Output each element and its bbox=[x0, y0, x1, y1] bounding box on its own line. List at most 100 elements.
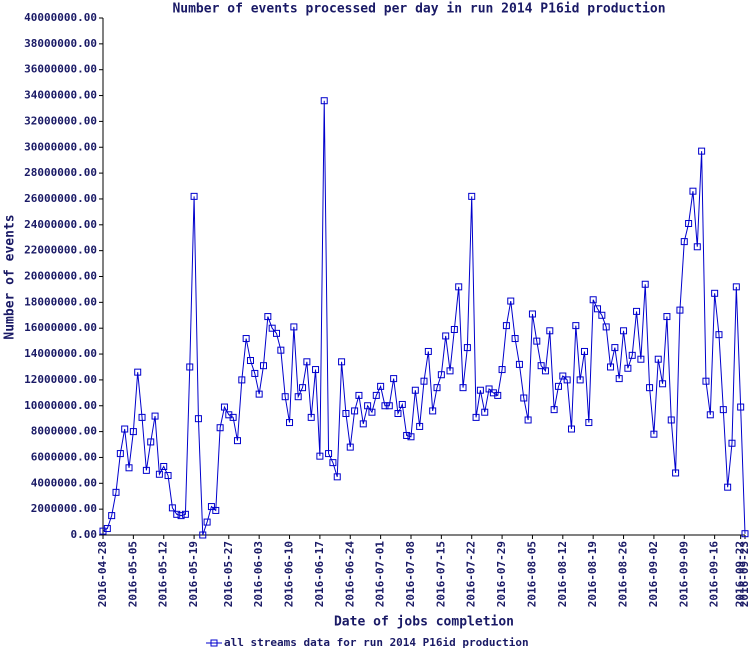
point-marker bbox=[463, 344, 471, 352]
point-marker bbox=[507, 297, 515, 305]
point-marker bbox=[359, 420, 367, 428]
x-tick-label: 2016-06-24 bbox=[343, 541, 356, 608]
point-marker bbox=[724, 483, 732, 491]
y-tick-label: 4000000.00 bbox=[31, 476, 97, 489]
point-marker bbox=[342, 410, 350, 418]
point-marker bbox=[333, 473, 341, 481]
point-marker bbox=[672, 469, 680, 477]
point-marker bbox=[138, 413, 146, 421]
point-marker bbox=[312, 366, 320, 374]
point-marker bbox=[307, 413, 315, 421]
point-marker bbox=[711, 289, 719, 297]
point-marker bbox=[719, 406, 727, 414]
point-marker bbox=[515, 360, 523, 368]
point-marker bbox=[715, 331, 723, 339]
point-marker bbox=[229, 413, 237, 421]
point-marker bbox=[420, 377, 428, 385]
point-marker bbox=[533, 337, 541, 345]
point-marker bbox=[702, 377, 710, 385]
point-marker bbox=[142, 466, 150, 474]
point-marker bbox=[264, 313, 272, 321]
x-tick-label: 2016-07-08 bbox=[404, 541, 417, 607]
x-tick-label: 2016-07-29 bbox=[495, 541, 508, 607]
point-marker bbox=[663, 313, 671, 321]
point-marker bbox=[181, 510, 189, 518]
y-tick-label: 26000000.00 bbox=[24, 192, 97, 205]
y-axis-label: Number of events bbox=[3, 214, 18, 339]
point-marker bbox=[494, 391, 502, 399]
point-marker bbox=[125, 464, 133, 472]
y-tick-label: 30000000.00 bbox=[24, 140, 97, 153]
point-marker bbox=[255, 390, 263, 398]
point-marker bbox=[502, 322, 510, 330]
point-marker bbox=[411, 386, 419, 394]
point-marker bbox=[103, 525, 111, 533]
point-marker bbox=[155, 470, 163, 478]
point-marker bbox=[476, 386, 484, 394]
point-marker bbox=[446, 367, 454, 375]
point-marker bbox=[372, 391, 380, 399]
point-marker bbox=[659, 380, 667, 388]
point-marker bbox=[615, 375, 623, 383]
point-marker bbox=[147, 438, 155, 446]
point-marker bbox=[693, 243, 701, 251]
x-tick-label: 2016-07-22 bbox=[465, 541, 478, 607]
point-marker bbox=[689, 187, 697, 195]
point-marker bbox=[112, 488, 120, 496]
y-tick-label: 6000000.00 bbox=[31, 450, 97, 463]
point-marker bbox=[611, 344, 619, 352]
point-marker bbox=[602, 323, 610, 331]
point-marker bbox=[316, 452, 324, 460]
point-marker bbox=[385, 402, 393, 410]
point-marker bbox=[203, 518, 211, 526]
point-marker bbox=[572, 322, 580, 330]
point-marker bbox=[581, 347, 588, 355]
point-marker bbox=[398, 400, 406, 408]
point-marker bbox=[299, 384, 307, 392]
point-marker bbox=[685, 220, 693, 228]
y-tick-label: 20000000.00 bbox=[24, 270, 97, 283]
point-marker bbox=[351, 407, 359, 415]
chart-title: Number of events processed per day in ru… bbox=[172, 2, 665, 17]
point-marker bbox=[680, 238, 688, 246]
point-marker bbox=[728, 439, 736, 447]
point-marker bbox=[524, 416, 532, 424]
legend-marker bbox=[210, 639, 218, 647]
y-tick-label: 28000000.00 bbox=[24, 166, 97, 179]
y-tick-label: 22000000.00 bbox=[24, 244, 97, 257]
x-tick-label: 2016-09-22 bbox=[734, 541, 747, 607]
y-tick-label: 18000000.00 bbox=[24, 295, 97, 308]
point-marker bbox=[294, 393, 302, 401]
point-marker bbox=[173, 510, 181, 518]
point-marker bbox=[741, 530, 749, 538]
point-marker bbox=[320, 97, 328, 105]
point-marker bbox=[546, 327, 554, 335]
point-marker bbox=[455, 283, 463, 291]
x-tick-label: 2016-04-28 bbox=[96, 541, 109, 607]
point-marker bbox=[667, 416, 675, 424]
x-tick-label: 2016-09-16 bbox=[708, 541, 721, 608]
point-marker bbox=[650, 430, 658, 438]
point-marker bbox=[520, 394, 528, 402]
point-marker bbox=[620, 327, 628, 335]
y-tick-label: 2000000.00 bbox=[31, 502, 97, 515]
point-marker bbox=[706, 411, 714, 419]
point-marker bbox=[511, 335, 519, 343]
point-marker bbox=[338, 358, 346, 366]
point-marker bbox=[637, 355, 645, 363]
point-marker bbox=[437, 371, 445, 379]
x-tick-label: 2016-07-01 bbox=[374, 541, 387, 608]
y-tick-label: 0.00 bbox=[71, 528, 98, 541]
point-marker bbox=[212, 506, 220, 514]
point-marker bbox=[329, 459, 337, 467]
point-marker bbox=[177, 512, 185, 520]
point-marker bbox=[472, 413, 480, 421]
point-marker bbox=[303, 358, 311, 366]
point-marker bbox=[450, 325, 458, 333]
point-marker bbox=[563, 376, 571, 384]
point-marker bbox=[732, 283, 740, 291]
point-marker bbox=[346, 443, 354, 451]
point-marker bbox=[273, 329, 281, 337]
point-marker bbox=[598, 311, 606, 319]
point-marker bbox=[151, 412, 159, 420]
